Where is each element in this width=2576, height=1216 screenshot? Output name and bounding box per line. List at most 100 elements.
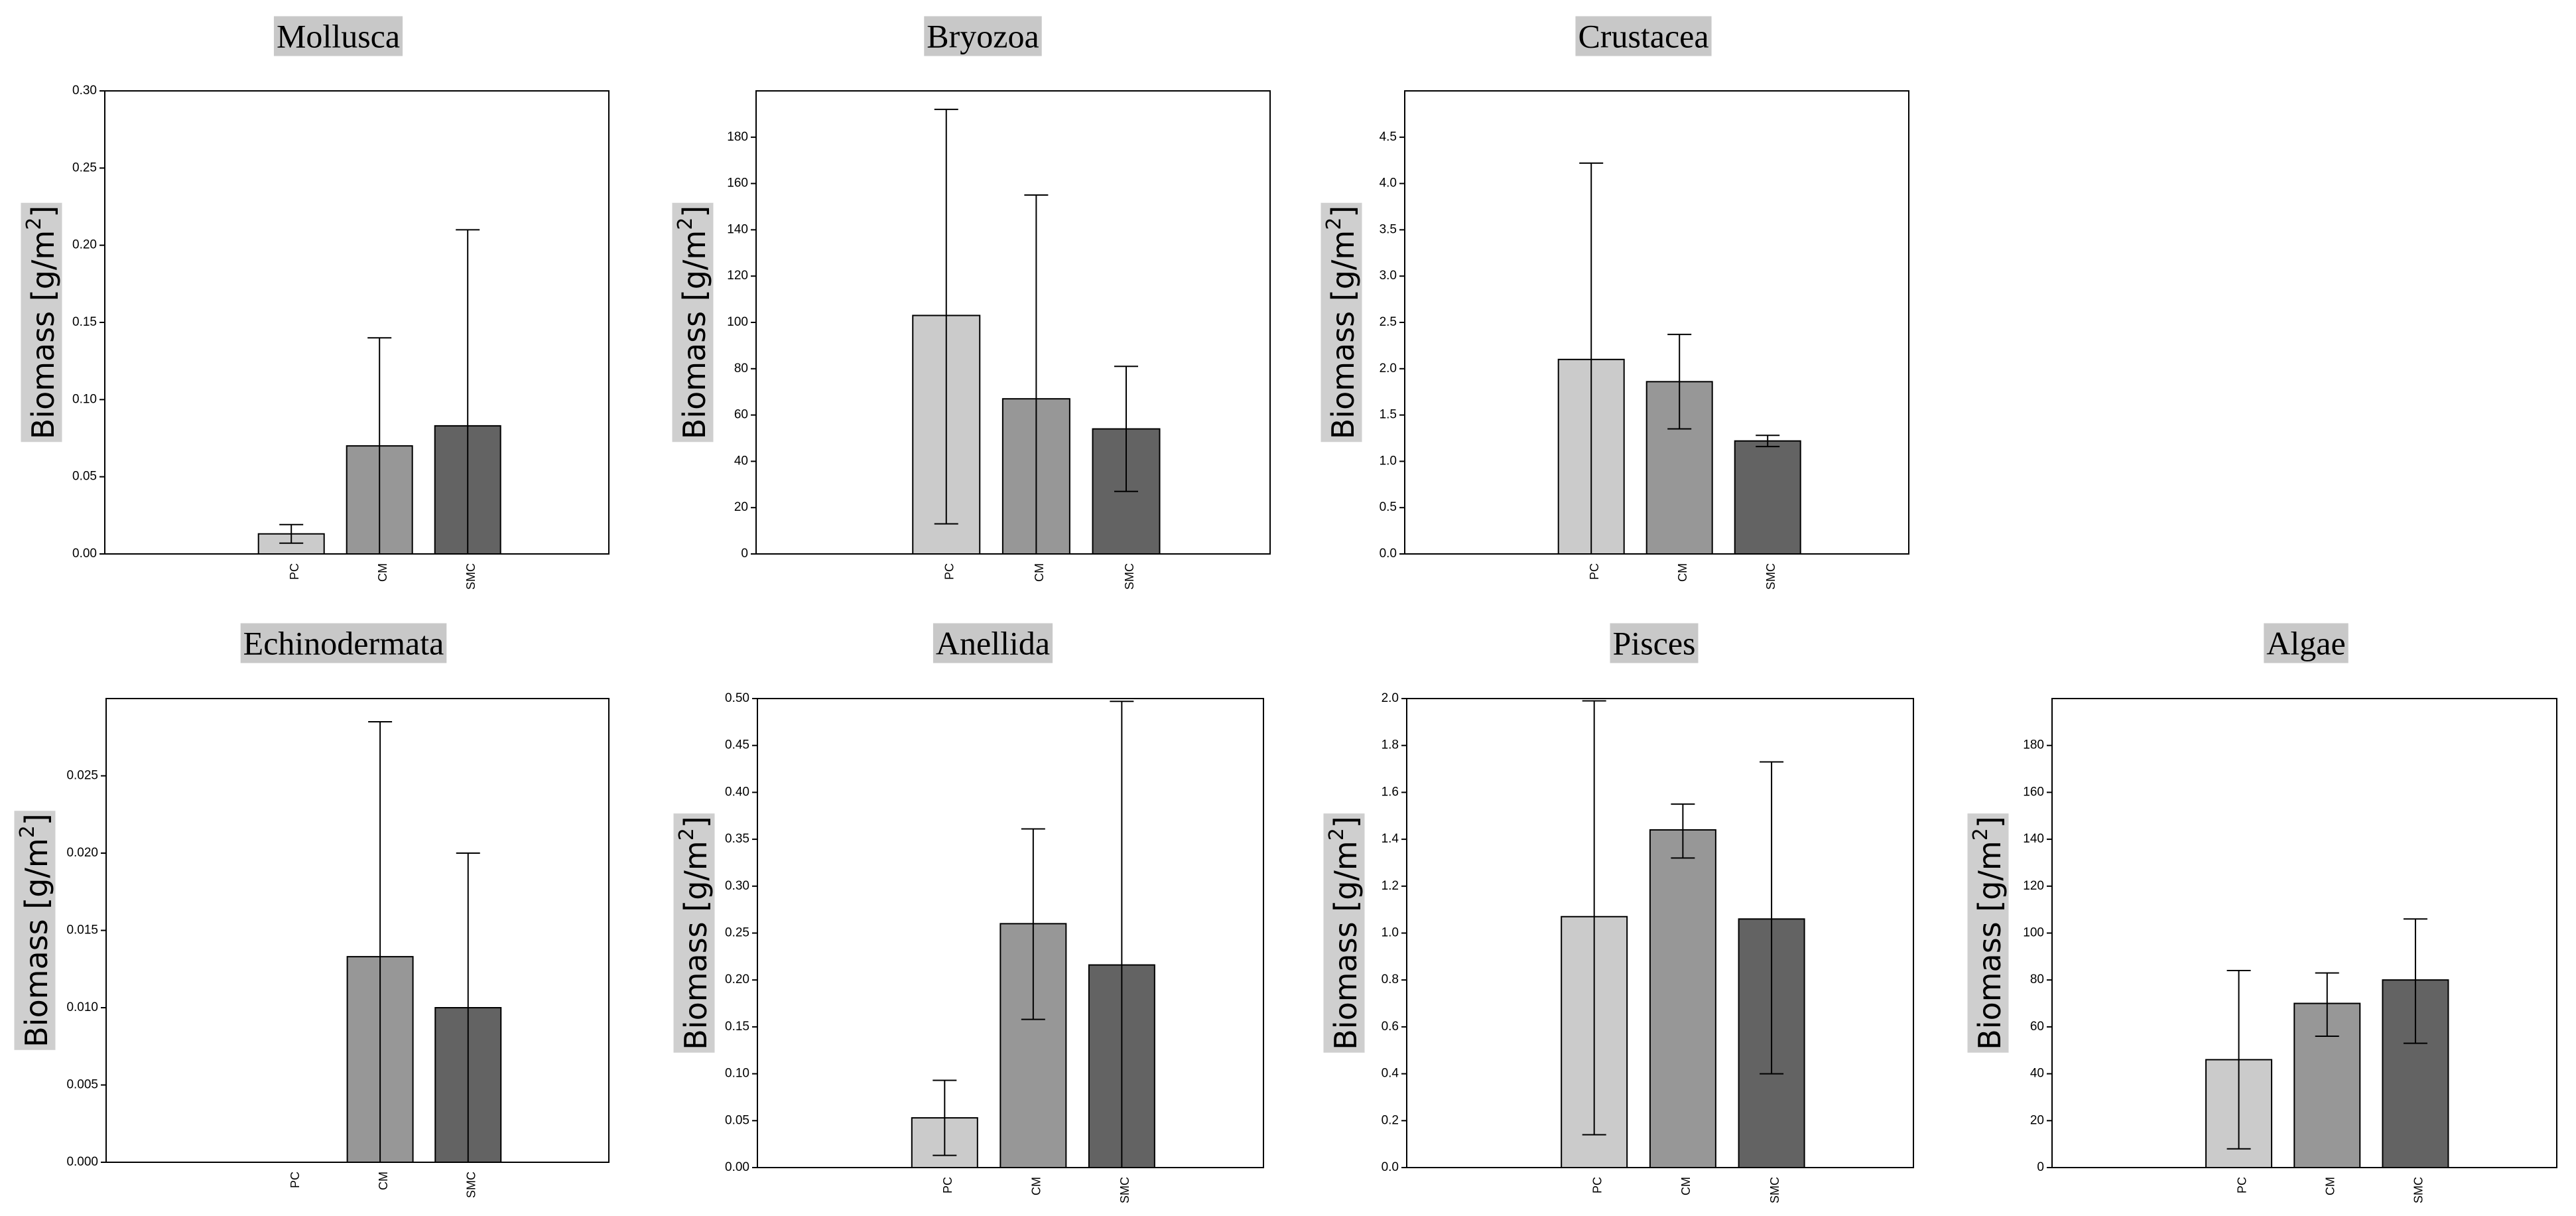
error-bar-pc — [933, 1079, 957, 1156]
chart-panel-bryozoa: Bryozoa 0 20 40 60 80 100 120 140 160 180 Biomass [… — [672, 16, 1271, 590]
chart-title: Algae — [2266, 624, 2345, 661]
error-bar-smc — [456, 229, 480, 555]
y-tick-label: 0.30 — [72, 84, 97, 98]
y-tick-label: 40 — [734, 454, 748, 468]
chart-title: Pisces — [1613, 624, 1696, 661]
y-axis-label-end: ] — [1328, 816, 1364, 828]
y-tick-label: 60 — [2030, 1020, 2044, 1034]
bar-smc — [1734, 440, 1801, 555]
y-axis-label-end: ] — [1325, 206, 1361, 218]
error-bar-pc — [1579, 162, 1604, 555]
y-axis-label-superscript: 2 — [1325, 828, 1348, 841]
y-tick-label: 0.0 — [1382, 1160, 1399, 1174]
error-bar-cm — [368, 720, 393, 1163]
y-axis-label-text: Biomass [g/m2] — [1322, 206, 1361, 440]
y-tick-label: 0.20 — [72, 238, 97, 252]
y-axis-label: Biomass [g/m2] — [673, 813, 715, 1053]
error-bar-cm — [1667, 334, 1692, 430]
y-axis-label: Biomass [g/m2] — [1967, 813, 2009, 1053]
chart-panel-algae: Algae 0 20 40 60 80 100 120 140 160 180 Biomass [g/… — [1967, 623, 2557, 1203]
y-tick-label: 0.10 — [72, 392, 97, 406]
error-bar-smc — [2403, 918, 2427, 1044]
y-tick-label: 0.005 — [66, 1078, 98, 1092]
error-bar-cm — [1671, 803, 1695, 859]
y-axis-label-text: Biomass [g/m2] — [1325, 816, 1364, 1050]
y-axis-label-text: Biomass [g/m2] — [1969, 816, 2008, 1050]
y-tick-label: 20 — [734, 500, 748, 514]
y-tick-label: 140 — [727, 222, 748, 236]
x-category-label: CM — [1030, 1177, 1043, 1195]
y-axis-label-text: Biomass [g/m2] — [675, 816, 714, 1050]
y-tick-label: 0.00 — [725, 1160, 749, 1174]
y-axis-label-background — [673, 813, 715, 1053]
y-tick-label: 1.2 — [1382, 879, 1399, 893]
error-bar-smc — [456, 852, 480, 1163]
y-tick-label: 0.10 — [725, 1067, 749, 1081]
y-axis-label-background — [21, 202, 62, 442]
error-bar-pc — [934, 108, 958, 525]
x-category-label: PC — [288, 563, 301, 580]
y-tick-label: 1.6 — [1382, 785, 1399, 799]
y-tick-label: 0 — [2037, 1160, 2044, 1174]
y-tick-label: 20 — [2030, 1113, 2044, 1127]
y-axis-label-superscript: 2 — [675, 828, 698, 841]
y-axis-label-superscript: 2 — [1969, 828, 1992, 841]
x-category-label: SMC — [465, 1172, 478, 1198]
y-tick-label: 0.025 — [66, 769, 98, 783]
y-tick-label: 0.015 — [66, 923, 98, 937]
error-bar-cm — [1021, 828, 1045, 1020]
x-category-label: SMC — [1764, 563, 1777, 590]
chart-panel-echinodermata: Echinodermata 0.000 0.005 0.010 0.015 0.020 0.… — [14, 623, 610, 1198]
x-category-label: PC — [1590, 1177, 1604, 1193]
y-tick-label: 60 — [734, 408, 748, 422]
chart-panel-mollusca: Mollusca 0.00 0.05 0.10 0.15 0.20 0.25 0.30 Biom… — [21, 16, 610, 590]
chart-title-background — [933, 623, 1053, 663]
y-tick-label: 180 — [727, 130, 748, 144]
y-tick-label: 1.4 — [1382, 832, 1399, 846]
y-tick-label: 0.15 — [72, 315, 97, 329]
y-axis-label-main: Biomass [g/m — [1328, 841, 1364, 1050]
error-bar-pc — [279, 523, 304, 544]
y-axis-label-background — [672, 202, 714, 442]
y-axis-label: Biomass [g/m2] — [1323, 813, 1365, 1053]
chart-title: Echinodermata — [243, 624, 444, 661]
y-tick-label: 140 — [2023, 832, 2044, 846]
y-tick-label: 0.25 — [72, 161, 97, 174]
y-tick-label: 2.5 — [1380, 315, 1397, 329]
chart-title-background — [924, 16, 1042, 56]
y-tick-label: 0.30 — [725, 879, 749, 893]
error-bar-smc — [1756, 435, 1780, 448]
x-category-label: PC — [941, 1177, 954, 1193]
error-bar-pc — [1582, 700, 1606, 1136]
y-axis-label: Biomass [g/m2] — [672, 202, 714, 442]
chart-title: Crustacea — [1578, 17, 1708, 54]
y-tick-label: 80 — [2030, 973, 2044, 986]
chart-panel-crustacea: Crustacea 0.0 0.5 1.0 1.5 2.0 2.5 3.0 3.5 4.0 4.5 B… — [1320, 16, 1909, 590]
y-axis-label-end: ] — [1972, 816, 2008, 828]
x-category-label: CM — [2323, 1177, 2337, 1195]
y-tick-label: 0.05 — [72, 470, 97, 484]
y-tick-label: 0.00 — [72, 547, 97, 561]
y-tick-label: 80 — [734, 362, 748, 375]
error-bar-smc — [1110, 701, 1134, 1168]
y-tick-label: 0.40 — [725, 785, 749, 799]
x-category-label: SMC — [2412, 1177, 2425, 1203]
y-axis-label-superscript: 2 — [16, 825, 39, 838]
chart-title-background — [273, 16, 403, 56]
error-bar-smc — [1760, 761, 1784, 1075]
y-axis-label-end: ] — [25, 206, 61, 218]
y-tick-label: 0.25 — [725, 926, 749, 940]
y-axis-label-main: Biomass [g/m — [678, 841, 714, 1050]
chart-panel-pisces: Pisces 0.0 0.2 0.4 0.6 0.8 1.0 1.2 1.4 1.6 1.8 2.0 B… — [1323, 623, 1914, 1203]
y-tick-label: 0.35 — [725, 832, 749, 846]
chart-title-background — [2264, 623, 2349, 663]
y-axis-label-background — [1967, 813, 2009, 1053]
y-axis-label-text: Biomass [g/m2] — [674, 206, 712, 440]
y-tick-label: 0.50 — [725, 691, 749, 705]
y-tick-label: 1.0 — [1380, 454, 1397, 468]
y-axis-label-end: ] — [676, 206, 712, 218]
y-axis-label-superscript: 2 — [1322, 218, 1346, 230]
y-tick-label: 0.0 — [1380, 547, 1397, 561]
y-axis-label: Biomass [g/m2] — [14, 811, 56, 1050]
y-axis-label-text: Biomass [g/m2] — [16, 813, 54, 1047]
